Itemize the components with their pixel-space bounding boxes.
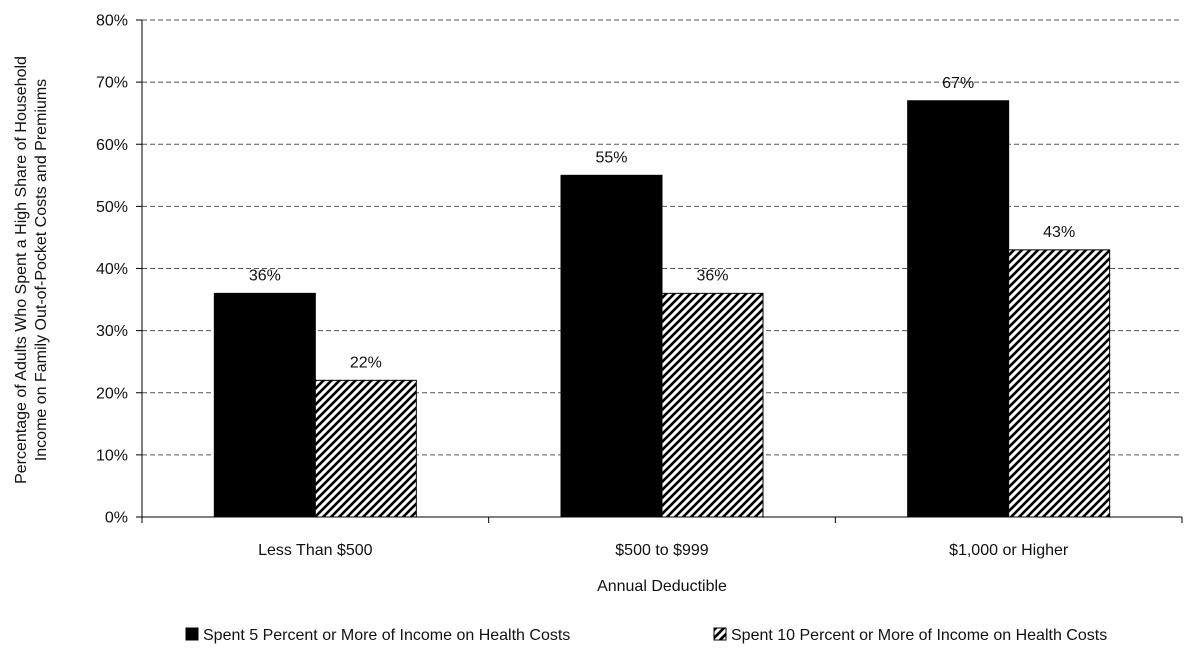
y-tick-label: 70%: [96, 75, 128, 92]
bar-series-1: [560, 174, 663, 518]
bar-series-2: [1008, 249, 1111, 518]
legend-swatch-1: [185, 627, 199, 641]
y-tick-label: 60%: [96, 137, 128, 154]
legend-label-2: Spent 10 Percent or More of Income on He…: [731, 627, 1107, 644]
y-tick-label: 10%: [96, 447, 128, 464]
y-axis-title-line: Income on Family Out-of-Pocket Costs and…: [33, 79, 50, 461]
y-axis-title: Percentage of Adults Who Spent a High Sh…: [13, 56, 50, 484]
bar-series-2: [661, 292, 764, 518]
data-label: 22%: [350, 354, 382, 371]
data-label: 36%: [249, 267, 281, 284]
y-tick-label: 50%: [96, 199, 128, 216]
data-label: 67%: [942, 75, 974, 92]
data-label: 43%: [1043, 224, 1075, 241]
y-axis-title-line: Percentage of Adults Who Spent a High Sh…: [13, 56, 30, 484]
y-tick-label: 80%: [96, 13, 128, 30]
x-tick-label: Less Than $500: [258, 542, 373, 559]
legend: Spent 5 Percent or More of Income on Hea…: [185, 627, 1107, 644]
bar-series-1: [907, 100, 1010, 518]
x-tick-label: $1,000 or Higher: [949, 542, 1069, 559]
x-tick-label: $500 to $999: [615, 542, 709, 559]
x-axis-title: Annual Deductible: [597, 578, 727, 595]
y-tick-label: 0%: [105, 510, 128, 527]
y-tick-label: 30%: [96, 323, 128, 340]
legend-swatch-2: [713, 627, 727, 641]
bar-series-2: [314, 379, 417, 518]
bar-series-1: [213, 292, 316, 518]
legend-label-1: Spent 5 Percent or More of Income on Hea…: [203, 627, 570, 644]
data-labels: 36% 22% 55% 36% 67% 43%: [249, 75, 1075, 372]
data-label: 55%: [595, 149, 627, 166]
data-label: 36%: [696, 267, 728, 284]
y-tick-label: 20%: [96, 385, 128, 402]
y-tick-label: 40%: [96, 261, 128, 278]
bars: [213, 100, 1111, 518]
